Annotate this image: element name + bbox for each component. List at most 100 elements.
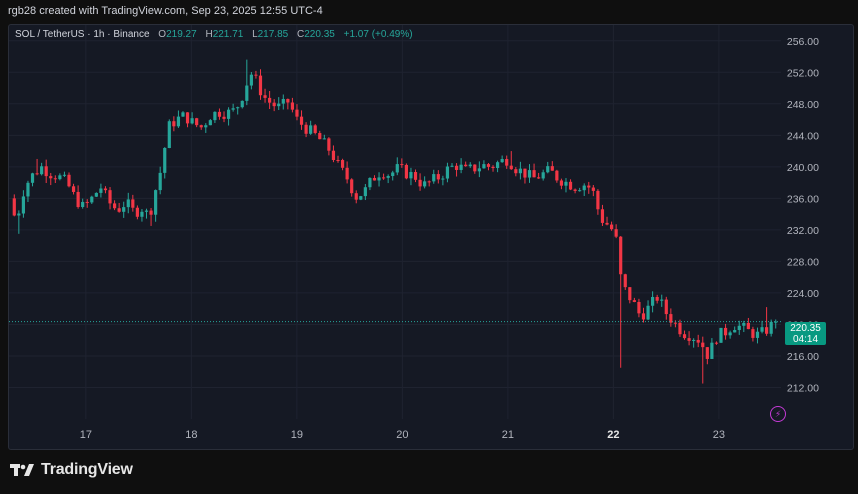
time-tick-label: 17	[80, 429, 92, 441]
candle-body	[386, 176, 390, 178]
candle-body	[195, 118, 199, 126]
time-axis[interactable]: 17 18 19 20 21 22 23	[80, 429, 725, 441]
candle-body	[140, 211, 144, 217]
candle-body	[413, 172, 418, 180]
candle-body	[546, 166, 550, 173]
candle-body	[167, 121, 171, 148]
candle-body	[550, 166, 554, 171]
candle-body	[477, 168, 481, 172]
candle-body	[217, 111, 222, 117]
candle-body	[518, 168, 522, 174]
chart-panel[interactable]: 256.00 252.00 248.00 244.00 240.00 236.00 232.…	[8, 24, 854, 450]
candle-body	[122, 207, 126, 212]
candle-body	[44, 166, 48, 177]
candle-body	[765, 327, 769, 334]
candle-body	[172, 121, 176, 127]
candle-body	[678, 322, 682, 335]
candle-body	[486, 164, 491, 167]
candle-body	[751, 329, 755, 338]
candle-body	[185, 112, 190, 124]
candle-body	[746, 322, 750, 330]
candle-body	[660, 299, 664, 301]
price-axis[interactable]: 256.00 252.00 248.00 244.00 240.00 236.00 232.…	[787, 36, 819, 395]
candle-body	[573, 189, 577, 191]
candle-body	[313, 125, 317, 134]
candle-body	[505, 159, 509, 166]
candle-body	[108, 190, 112, 204]
candle-body	[609, 224, 614, 230]
time-tick-label: 19	[291, 429, 303, 441]
tradingview-logo-icon	[10, 464, 34, 476]
candle-body	[103, 188, 108, 191]
symbol-name[interactable]: SOL / TetherUS · 1h · Binance	[15, 29, 150, 40]
close-label: C	[297, 29, 305, 40]
candle-body	[409, 172, 413, 179]
candle-body	[696, 339, 700, 343]
candle-body	[354, 193, 358, 200]
candle-body	[277, 103, 281, 107]
candle-body	[769, 321, 773, 334]
candle-body	[226, 109, 231, 119]
candle-body	[591, 187, 595, 191]
candle-body	[126, 199, 130, 208]
candle-body	[309, 125, 313, 134]
bar-countdown: 04:14	[792, 334, 819, 345]
candle-body	[21, 196, 25, 214]
candle-body	[673, 322, 678, 324]
candle-body	[135, 207, 139, 217]
candle-body	[94, 192, 98, 197]
candle-body	[454, 165, 459, 170]
candlestick-chart[interactable]: 256.00 252.00 248.00 244.00 240.00 236.00 232.…	[9, 25, 853, 449]
low-label: L	[252, 29, 258, 40]
candle-body	[222, 116, 226, 119]
candle-body	[664, 299, 668, 315]
candle-body	[587, 185, 591, 188]
candle-body	[158, 172, 162, 191]
candle-body	[427, 181, 431, 183]
candle-body	[514, 169, 518, 174]
change-value: +1.07 (+0.49%)	[343, 29, 413, 40]
candle-body	[81, 201, 85, 207]
candle-body	[144, 210, 149, 212]
candle-body	[290, 102, 295, 110]
price-tick-label: 256.00	[787, 36, 819, 48]
candle-body	[395, 164, 399, 173]
candle-body	[450, 165, 454, 167]
candle-body	[163, 147, 167, 173]
candle-body	[600, 209, 605, 223]
candle-body	[559, 180, 564, 186]
candle-body	[527, 170, 532, 178]
candle-body	[67, 174, 71, 187]
candle-body	[728, 332, 732, 336]
price-tick-label: 216.00	[787, 351, 819, 363]
candle-body	[687, 338, 691, 341]
candle-body	[774, 321, 778, 323]
candle-body	[537, 177, 541, 179]
close-value: 220.35	[304, 29, 335, 40]
candle-body	[71, 186, 76, 192]
price-tick-label: 212.00	[787, 382, 819, 394]
candle-body	[523, 168, 527, 178]
candle-body	[509, 165, 513, 170]
open-value: 219.27	[166, 29, 197, 40]
candle-body	[90, 196, 94, 203]
candle-body	[632, 300, 636, 302]
candle-body	[541, 172, 545, 179]
candle-body	[459, 164, 463, 170]
candle-body	[760, 327, 764, 332]
candle-body	[49, 176, 53, 179]
candle-body	[154, 190, 158, 215]
low-value: 217.85	[257, 29, 289, 40]
candle-body	[555, 170, 559, 181]
candle-body	[53, 178, 57, 180]
candle-body	[737, 325, 741, 331]
candle-body	[208, 120, 212, 126]
footer-brand: TradingView	[10, 461, 133, 479]
lightning-icon[interactable]: ⚡	[770, 406, 786, 422]
candle-body	[382, 177, 386, 179]
candle-body	[12, 198, 16, 216]
time-tick-label: 18	[185, 429, 197, 441]
candle-body	[682, 334, 687, 339]
candle-body	[619, 236, 623, 275]
high-label: H	[205, 29, 213, 40]
